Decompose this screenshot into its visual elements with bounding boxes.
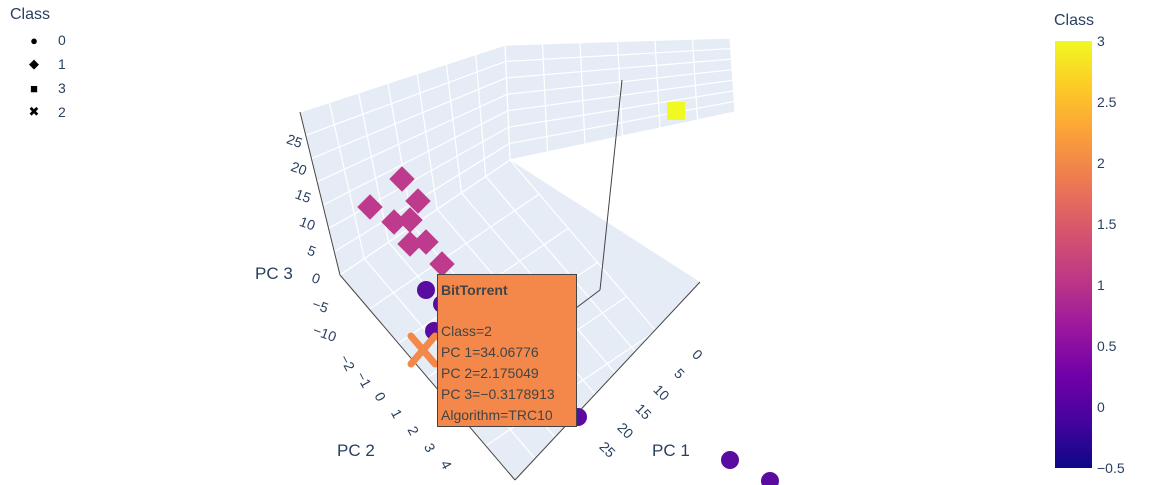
y-tick-label: 4 — [438, 457, 456, 472]
colorbar-gradient — [1055, 41, 1092, 468]
data-point-class-1[interactable] — [357, 194, 383, 220]
legend-label: 0 — [58, 32, 66, 48]
scene-axes — [299, 79, 701, 481]
y-tick-label: −1 — [353, 369, 375, 391]
colorbar-tick-label: 2 — [1097, 155, 1105, 171]
z-tick-label: −10 — [311, 322, 339, 345]
x-tick-label: 20 — [614, 419, 636, 441]
data-point-class-1[interactable] — [413, 229, 439, 255]
x-cross-icon: ✖ — [28, 104, 40, 119]
x-tick-label: 10 — [650, 381, 672, 403]
x-tick-label: 0 — [689, 346, 706, 363]
legend-label: 1 — [58, 56, 66, 72]
data-point-class-1[interactable] — [405, 188, 431, 214]
z-axis-title: PC 3 — [255, 264, 293, 283]
data-point-class-1[interactable] — [389, 166, 415, 192]
y-tick-label: 0 — [372, 389, 390, 404]
colorbar-ticks: 3 2.5 2 1.5 1 0.5 0 −0.5 — [1097, 33, 1125, 476]
legend-label: 3 — [58, 80, 66, 96]
legend: Class ● 0 ◆ 1 ■ 3 ✖ 2 — [10, 6, 66, 124]
colorbar-tick-label: 2.5 — [1097, 94, 1117, 110]
y-tick-label: −2 — [337, 352, 359, 374]
hover-tooltip: BitTorrent Class=2 PC 1=34.06776 PC 2=2.… — [437, 274, 577, 427]
y-tick-label: 1 — [388, 406, 406, 421]
x-tick-label: 25 — [596, 438, 618, 460]
data-point-class-2[interactable] — [407, 332, 439, 368]
colorbar-title: Class — [1054, 12, 1095, 29]
legend-item-class-2[interactable]: ✖ 2 — [10, 100, 66, 124]
square-icon: ■ — [30, 80, 38, 96]
legend-item-class-3[interactable]: ■ 3 — [10, 76, 66, 100]
colorbar-tick-label: −0.5 — [1097, 460, 1125, 476]
tooltip-line-class: Class=2 — [441, 323, 492, 339]
z-tick-label: −5 — [310, 296, 331, 317]
y-tick-label: 3 — [421, 440, 439, 455]
z-tick-label: 0 — [310, 269, 323, 287]
z-tick-label: 5 — [305, 242, 318, 260]
data-point-class-0[interactable] — [761, 472, 779, 485]
data-point-class-1[interactable] — [397, 231, 423, 257]
colorbar-tick-label: 1.5 — [1097, 216, 1117, 232]
wall-pc1-pc3 — [300, 45, 510, 275]
z-tick-label: 15 — [293, 186, 313, 206]
x-tick-label: 15 — [632, 400, 654, 422]
data-point-class-0[interactable] — [721, 451, 739, 469]
tooltip-line-pc1: PC 1=34.06776 — [441, 344, 539, 360]
data-point-class-1[interactable] — [429, 251, 455, 277]
tooltip-line-pc2: PC 2=2.175049 — [441, 365, 539, 381]
y-axis-title: PC 2 — [337, 441, 375, 460]
legend-item-class-0[interactable]: ● 0 — [10, 28, 66, 52]
z-tick-label: 25 — [285, 131, 305, 151]
x-tick-label: 5 — [671, 365, 688, 382]
circle-icon: ● — [30, 32, 38, 48]
legend-label: 2 — [58, 104, 66, 120]
z-tick-label: 10 — [297, 213, 317, 233]
colorbar-tick-label: 0.5 — [1097, 338, 1117, 354]
legend-item-class-1[interactable]: ◆ 1 — [10, 52, 66, 76]
tooltip-line-algorithm: Algorithm=TRC10 — [441, 407, 553, 423]
data-point-class-3[interactable] — [667, 102, 685, 120]
colorbar-tick-label: 3 — [1097, 33, 1105, 49]
z-tick-label: 20 — [289, 158, 309, 178]
x-axis-title: PC 1 — [652, 441, 690, 460]
legend-title: Class — [10, 6, 51, 23]
tooltip-line-pc3: PC 3=−0.3178913 — [441, 386, 555, 402]
diamond-icon: ◆ — [29, 56, 39, 71]
data-point-class-1[interactable] — [381, 209, 407, 235]
y-tick-label: 2 — [405, 423, 423, 438]
colorbar-tick-label: 0 — [1097, 399, 1105, 415]
data-point-class-0[interactable] — [417, 281, 435, 299]
tooltip-title: BitTorrent — [441, 282, 508, 298]
colorbar-tick-label: 1 — [1097, 277, 1105, 293]
data-point-class-1[interactable] — [397, 207, 423, 233]
